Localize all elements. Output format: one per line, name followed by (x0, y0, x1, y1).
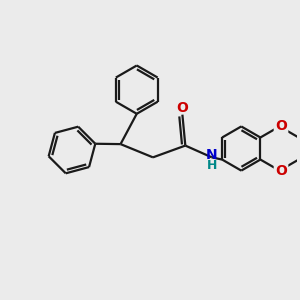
Text: N: N (206, 148, 218, 162)
Text: O: O (275, 164, 287, 178)
Text: O: O (275, 119, 287, 134)
Text: H: H (207, 159, 217, 172)
Text: O: O (176, 101, 188, 115)
